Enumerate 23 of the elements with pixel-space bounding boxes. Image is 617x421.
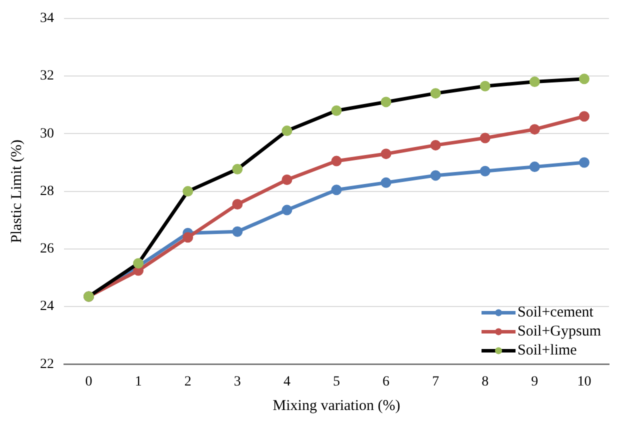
y-tick-label: 24 (40, 299, 54, 314)
legend-label: Soil+lime (518, 342, 578, 359)
x-tick-label: 5 (333, 374, 340, 390)
x-tick-label: 3 (234, 374, 241, 390)
x-tick-label: 10 (577, 374, 592, 390)
y-tick-label: 34 (40, 11, 54, 26)
x-tick-label: 4 (283, 374, 290, 390)
x-tick-label: 7 (432, 374, 440, 390)
x-tick-label: 9 (531, 374, 538, 390)
y-tick-label: 22 (40, 356, 54, 372)
y-tick-label: 32 (40, 68, 54, 84)
x-tick-label: 2 (184, 374, 192, 390)
x-tick-label: 1 (134, 374, 142, 390)
x-tick-label: 8 (482, 374, 489, 390)
y-tick-label: 28 (40, 184, 54, 199)
y-tick-label: 26 (40, 242, 54, 257)
x-tick-label: 6 (382, 374, 390, 390)
x-tick-label: 0 (85, 374, 92, 390)
y-axis-title: Plastic Limit (%) (8, 140, 25, 243)
x-axis-title: Mixing variation (%) (272, 398, 400, 414)
legend-label: Soil+cement (518, 304, 594, 321)
y-tick-label: 30 (40, 126, 54, 142)
legend-label: Soil+Gypsum (518, 324, 602, 340)
